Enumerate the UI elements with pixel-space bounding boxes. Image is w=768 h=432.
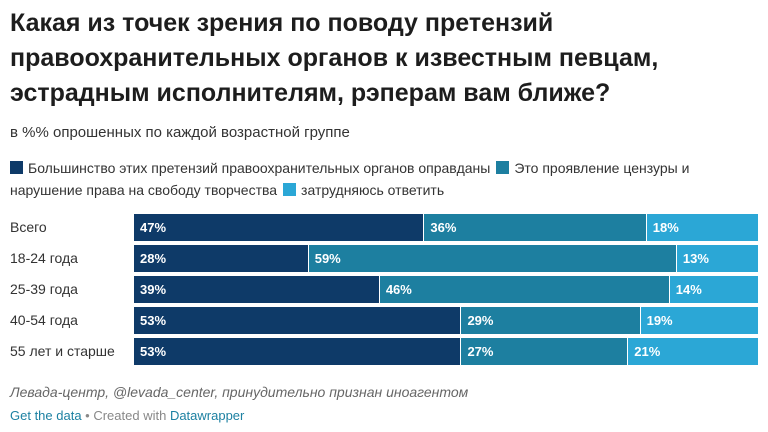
category-label: 18-24 года bbox=[10, 250, 78, 266]
chart-row: 40-54 года 53% 29% 19% bbox=[0, 307, 768, 334]
chart-row: 18-24 года 28% 59% 13% bbox=[0, 245, 768, 272]
data-label: 28% bbox=[140, 251, 167, 266]
bar-segment-series-3: 19% bbox=[640, 307, 758, 334]
bar-segment-series-2: 29% bbox=[461, 307, 641, 334]
legend-item-2: Это проявление цензуры и нарушение права… bbox=[10, 160, 689, 198]
datawrapper-link[interactable]: Datawrapper bbox=[169, 408, 245, 423]
stacked-bar: 47% 36% 18% bbox=[134, 214, 758, 241]
legend-swatch bbox=[283, 183, 297, 196]
bar-segment-series-3: 13% bbox=[676, 245, 758, 272]
data-label: 14% bbox=[675, 282, 702, 297]
stacked-bar: 39% 46% 14% bbox=[134, 276, 758, 303]
footer-separator: • Created with bbox=[81, 408, 170, 423]
bar-segment-series-2: 46% bbox=[379, 276, 670, 303]
bar-segment-series-3: 14% bbox=[669, 276, 758, 303]
legend-label: затрудняюсь ответить bbox=[301, 182, 445, 198]
category-label: 40-54 года bbox=[10, 312, 78, 328]
data-label: 59% bbox=[314, 251, 341, 266]
category-label: Всего bbox=[10, 219, 47, 235]
category-label: 25-39 года bbox=[10, 281, 78, 297]
legend-label: Это проявление цензуры и нарушение права… bbox=[10, 160, 690, 198]
category-label: 55 лет и старше bbox=[10, 343, 115, 359]
stacked-bar: 28% 59% 13% bbox=[134, 245, 758, 272]
data-label: 36% bbox=[430, 220, 457, 235]
chart-row: Всего 47% 36% 18% bbox=[0, 214, 768, 241]
bar-segment-series-3: 21% bbox=[628, 338, 758, 365]
legend-swatch bbox=[10, 161, 23, 174]
stacked-bar: 53% 27% 21% bbox=[134, 338, 758, 365]
legend-item-3: затрудняюсь ответить bbox=[283, 182, 444, 198]
bar-segment-series-1: 53% bbox=[134, 307, 462, 334]
chart-subtitle: в %% опрошенных по каждой возрастной гру… bbox=[10, 124, 350, 141]
legend-swatch bbox=[496, 161, 510, 174]
bar-segment-series-1: 28% bbox=[134, 245, 309, 272]
data-label: 18% bbox=[652, 220, 679, 235]
get-the-data-link[interactable]: Get the data bbox=[10, 408, 82, 423]
chart-legend: Большинство этих претензий правоохраните… bbox=[10, 157, 760, 201]
bar-segment-series-1: 39% bbox=[134, 276, 380, 303]
chart-row: 25-39 года 39% 46% 14% bbox=[0, 276, 768, 303]
chart-footer: Get the data • Created with Datawrapper bbox=[10, 408, 244, 423]
bar-segment-series-1: 53% bbox=[134, 338, 462, 365]
data-label: 39% bbox=[140, 282, 167, 297]
bar-segment-series-1: 47% bbox=[134, 214, 425, 241]
data-label: 21% bbox=[634, 344, 661, 359]
data-label: 47% bbox=[140, 220, 167, 235]
data-label: 46% bbox=[385, 282, 412, 297]
data-label: 53% bbox=[140, 344, 167, 359]
stacked-bar: 53% 29% 19% bbox=[134, 307, 758, 334]
data-label: 27% bbox=[467, 344, 494, 359]
data-label: 53% bbox=[140, 313, 167, 328]
legend-item-1: Большинство этих претензий правоохраните… bbox=[10, 160, 490, 176]
data-label: 19% bbox=[646, 313, 673, 328]
chart-row: 55 лет и старше 53% 27% 21% bbox=[0, 338, 768, 365]
chart-title: Какая из точек зрения по поводу претензи… bbox=[10, 9, 659, 107]
bar-segment-series-3: 18% bbox=[646, 214, 758, 241]
legend-label: Большинство этих претензий правоохраните… bbox=[28, 160, 491, 176]
bar-segment-series-2: 27% bbox=[461, 338, 629, 365]
data-label: 13% bbox=[682, 251, 709, 266]
source-note: Левада-центр, @levada_center, принудител… bbox=[10, 384, 469, 400]
bar-segment-series-2: 59% bbox=[308, 245, 677, 272]
data-label: 29% bbox=[467, 313, 494, 328]
bar-segment-series-2: 36% bbox=[424, 214, 647, 241]
